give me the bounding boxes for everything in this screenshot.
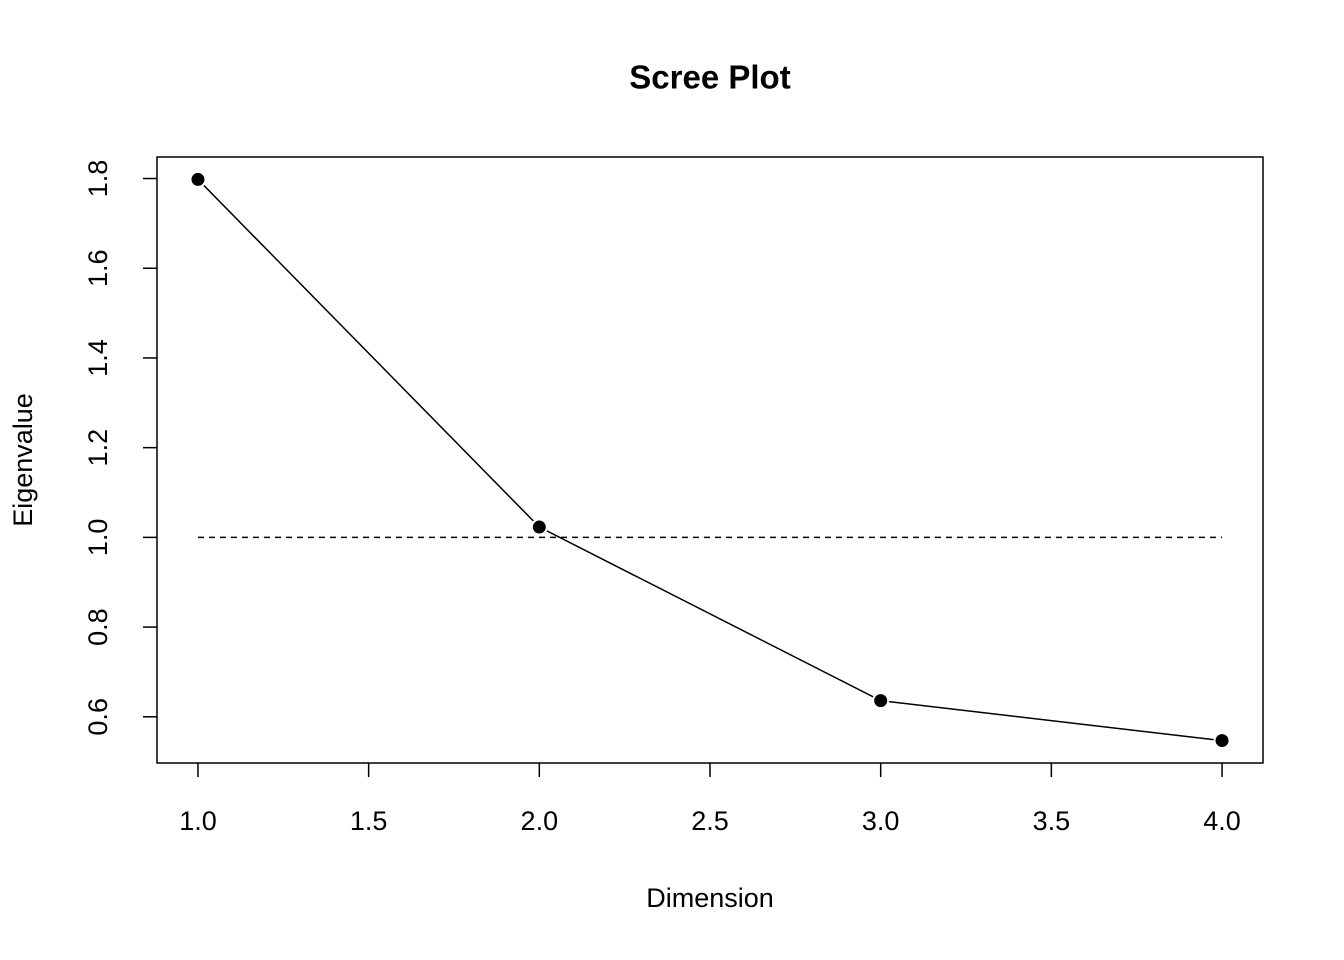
y-tick-label: 0.8 <box>83 608 113 646</box>
point <box>530 518 548 536</box>
x-tick-label: 1.0 <box>179 806 217 836</box>
chart-title: Scree Plot <box>629 59 790 96</box>
x-tick-label: 2.5 <box>691 806 729 836</box>
point <box>872 692 890 710</box>
y-tick-label: 0.6 <box>83 698 113 736</box>
plot-frame <box>156 156 1264 764</box>
x-tick-label: 1.5 <box>350 806 388 836</box>
x-axis-label: Dimension <box>646 883 774 913</box>
x-tick-label: 4.0 <box>1203 806 1241 836</box>
y-tick-label: 1.2 <box>83 429 113 467</box>
x-tick-label: 2.0 <box>521 806 559 836</box>
y-tick-label: 1.0 <box>83 519 113 557</box>
x-tick-label: 3.5 <box>1033 806 1071 836</box>
point <box>1213 732 1231 750</box>
point <box>189 170 207 188</box>
series-line <box>197 178 1223 742</box>
y-axis-label: Eigenvalue <box>8 393 38 527</box>
x-tick-label: 3.0 <box>862 806 900 836</box>
y-tick-label: 1.8 <box>83 160 113 198</box>
y-tick-label: 1.6 <box>83 249 113 287</box>
y-tick-label: 1.4 <box>83 339 113 377</box>
